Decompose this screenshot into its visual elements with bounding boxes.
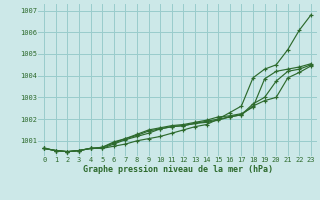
X-axis label: Graphe pression niveau de la mer (hPa): Graphe pression niveau de la mer (hPa) [83,165,273,174]
